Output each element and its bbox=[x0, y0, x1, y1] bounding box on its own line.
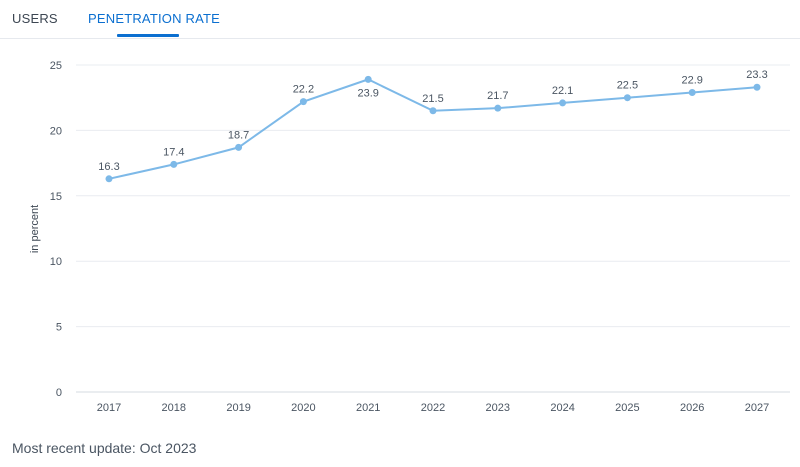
data-point[interactable] bbox=[623, 94, 631, 102]
tab-users[interactable]: USERS bbox=[12, 11, 58, 26]
y-axis-label: in percent bbox=[29, 205, 41, 253]
data-label: 22.1 bbox=[552, 85, 573, 97]
x-tick-label: 2026 bbox=[680, 402, 704, 414]
data-label: 23.9 bbox=[357, 87, 378, 99]
x-tick-label: 2023 bbox=[486, 402, 510, 414]
data-point[interactable] bbox=[235, 143, 243, 151]
data-point[interactable] bbox=[170, 160, 178, 168]
tab-bar: USERS PENETRATION RATE bbox=[0, 0, 800, 39]
active-tab-indicator bbox=[117, 34, 179, 37]
data-label: 17.4 bbox=[163, 146, 184, 158]
data-label: 22.9 bbox=[681, 74, 702, 86]
data-point[interactable] bbox=[688, 88, 696, 96]
data-label: 18.7 bbox=[228, 129, 249, 141]
y-tick-label: 20 bbox=[50, 125, 62, 137]
x-tick-label: 2021 bbox=[356, 402, 380, 414]
x-tick-label: 2022 bbox=[421, 402, 445, 414]
data-point[interactable] bbox=[429, 107, 437, 115]
x-axis-ticks: 2017 2018 2019 2020 2021 2022 2023 2024 2025 2026… bbox=[97, 402, 769, 414]
x-tick-label: 2018 bbox=[162, 402, 186, 414]
grid-lines bbox=[76, 64, 790, 393]
y-tick-label: 10 bbox=[50, 256, 62, 268]
data-label: 16.3 bbox=[98, 161, 119, 173]
data-point[interactable] bbox=[494, 104, 502, 112]
x-tick-label: 2027 bbox=[745, 402, 769, 414]
x-tick-label: 2024 bbox=[550, 402, 574, 414]
x-tick-label: 2017 bbox=[97, 402, 121, 414]
y-tick-label: 5 bbox=[56, 322, 62, 334]
tab-penetration-rate[interactable]: PENETRATION RATE bbox=[88, 11, 221, 26]
y-axis-ticks: 0 5 10 15 20 25 bbox=[50, 60, 62, 399]
data-label: 21.5 bbox=[422, 93, 443, 105]
y-tick-label: 25 bbox=[50, 60, 62, 72]
data-label: 22.5 bbox=[617, 80, 638, 92]
data-points bbox=[105, 75, 761, 183]
y-tick-label: 15 bbox=[50, 191, 62, 203]
data-labels: 16.3 17.4 18.7 22.2 23.9 21.5 21.7 22.1 22.5 22.9… bbox=[98, 69, 767, 173]
data-point[interactable] bbox=[364, 75, 372, 83]
x-tick-label: 2025 bbox=[615, 402, 639, 414]
x-tick-label: 2020 bbox=[291, 402, 315, 414]
data-label: 21.7 bbox=[487, 90, 508, 102]
data-label: 23.3 bbox=[746, 69, 767, 81]
x-tick-label: 2019 bbox=[226, 402, 250, 414]
data-point[interactable] bbox=[299, 98, 307, 106]
y-tick-label: 0 bbox=[56, 387, 62, 399]
last-update-note: Most recent update: Oct 2023 bbox=[12, 440, 197, 456]
data-point[interactable] bbox=[753, 83, 761, 91]
data-label: 22.2 bbox=[293, 84, 314, 96]
data-point[interactable] bbox=[105, 175, 113, 183]
data-point[interactable] bbox=[559, 99, 567, 107]
